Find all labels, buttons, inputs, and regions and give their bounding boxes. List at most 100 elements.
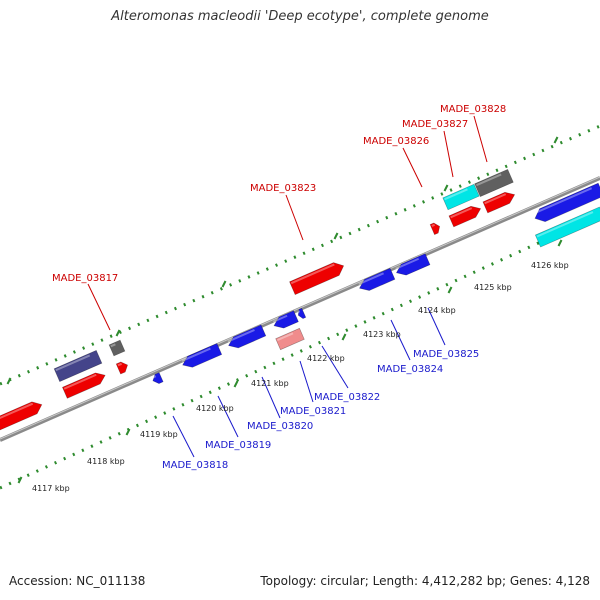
gene-arrow-shine [55,354,91,372]
major-tick [341,333,347,341]
gene-feature[interactable] [108,339,126,357]
gene-arrow[interactable] [357,267,396,293]
gene-features [0,168,600,432]
major-tick [115,329,121,337]
gene-arrow-shine [395,257,420,270]
gene-arrow[interactable] [442,183,480,211]
gene-feature[interactable] [448,203,483,228]
gene-feature[interactable] [272,310,299,332]
gene-arrow-shine [117,362,122,367]
label-leader-line [321,345,349,389]
major-tick [221,280,227,288]
gene-arrow-shine [536,211,594,238]
gene-arrow[interactable] [180,343,223,370]
gene-feature[interactable] [180,343,223,370]
label-leader-line [402,147,423,188]
gene-arrow[interactable] [296,307,307,320]
gene-arrow-shine [484,193,507,205]
major-tick [125,428,131,436]
gene-arrow[interactable] [482,189,517,214]
gene-label[interactable]: MADE_03824 [377,364,443,375]
major-tick [233,380,239,388]
kbp-tick-label: 4125 kbp [474,283,512,292]
label-leader-line [473,115,488,163]
label-leader-line [172,415,195,458]
gene-arrow-shine [431,223,435,227]
gene-label[interactable]: MADE_03823 [250,183,316,194]
label-leader-line [427,307,446,346]
gene-feature[interactable] [534,206,600,248]
label-leader-line [443,130,454,178]
gene-arrow[interactable] [53,349,103,383]
gene-arrow-shine [297,310,301,313]
gene-arrow-shine [444,188,468,201]
gene-label[interactable]: MADE_03828 [440,104,506,115]
gene-feature[interactable] [474,168,514,198]
gene-label[interactable]: MADE_03821 [280,406,346,417]
gene-feature[interactable] [394,253,431,279]
gene-arrow-shine [181,347,211,362]
gene-feature[interactable] [429,221,442,236]
gene-arrow-shine [0,402,34,422]
gene-arrow[interactable] [474,168,514,198]
gene-arrow[interactable] [275,327,305,351]
gene-feature[interactable] [532,182,600,225]
gene-arrow[interactable] [448,203,483,228]
gene-arrow[interactable] [226,324,267,351]
gene-feature[interactable] [296,307,307,320]
gene-feature[interactable] [289,259,347,296]
gene-label[interactable]: MADE_03819 [205,440,271,451]
kbp-tick-label: 4122 kbp [307,354,345,363]
gene-feature[interactable] [0,399,44,432]
gene-arrow[interactable] [394,253,431,279]
gene-arrow[interactable] [289,259,347,296]
gene-label[interactable]: MADE_03826 [363,136,429,147]
major-tick [557,239,563,247]
kbp-tick-label: 4124 kbp [418,306,456,315]
gene-label[interactable]: MADE_03817 [52,273,118,284]
gene-arrow-shine [152,375,157,379]
label-leader-line [261,376,281,419]
gene-arrow-shine [476,173,502,187]
gene-arrow-shine [227,329,255,343]
map-title: Alteromonas macleodii 'Deep ecotype', co… [111,9,489,24]
gene-arrow[interactable] [534,206,600,248]
gene-label[interactable]: MADE_03822 [314,392,380,403]
gene-label[interactable]: MADE_03827 [402,119,468,130]
gene-feature[interactable] [115,360,130,375]
topology-text: Topology: circular; Length: 4,412,282 bp… [260,574,590,588]
gene-arrow[interactable] [62,370,107,399]
gene-arrow[interactable] [272,310,299,332]
gene-feature[interactable] [442,183,480,211]
gene-feature[interactable] [357,267,396,293]
gene-labels: MADE_03817 MADE_03823 MADE_03826 MADE_03827… [52,104,506,471]
kbp-tick-label: 4121 kbp [251,379,289,388]
gene-label[interactable]: MADE_03818 [162,460,228,471]
gene-arrow-shine [290,263,335,285]
gene-feature[interactable] [151,372,164,386]
gene-arrow[interactable] [0,399,44,432]
kbp-labels: 4117 kbp 4118 kbp 4119 kbp 4120 kbp 4121 kbp… [32,261,569,493]
gene-arrow-shine [272,314,288,323]
accession-text: Accession: NC_011138 [9,574,146,588]
gene-feature[interactable] [275,327,305,351]
gene-feature[interactable] [482,189,517,214]
major-tick [333,232,339,240]
gene-arrow[interactable] [532,182,600,225]
major-tick [447,286,453,294]
gene-label[interactable]: MADE_03825 [413,349,479,360]
kbp-tick-label: 4117 kbp [32,484,70,493]
gene-arrow-shine [110,343,116,348]
gene-feature[interactable] [62,370,107,399]
kbp-tick-label: 4123 kbp [363,330,401,339]
gene-label[interactable]: MADE_03820 [247,421,313,432]
gene-arrow[interactable] [151,372,164,386]
gene-arrow[interactable] [115,360,130,375]
gene-feature[interactable] [53,349,103,383]
gene-arrow[interactable] [429,221,442,236]
gene-arrow[interactable] [108,339,126,357]
gene-feature[interactable] [226,324,267,351]
major-ticks [6,136,563,484]
major-tick [443,184,449,192]
